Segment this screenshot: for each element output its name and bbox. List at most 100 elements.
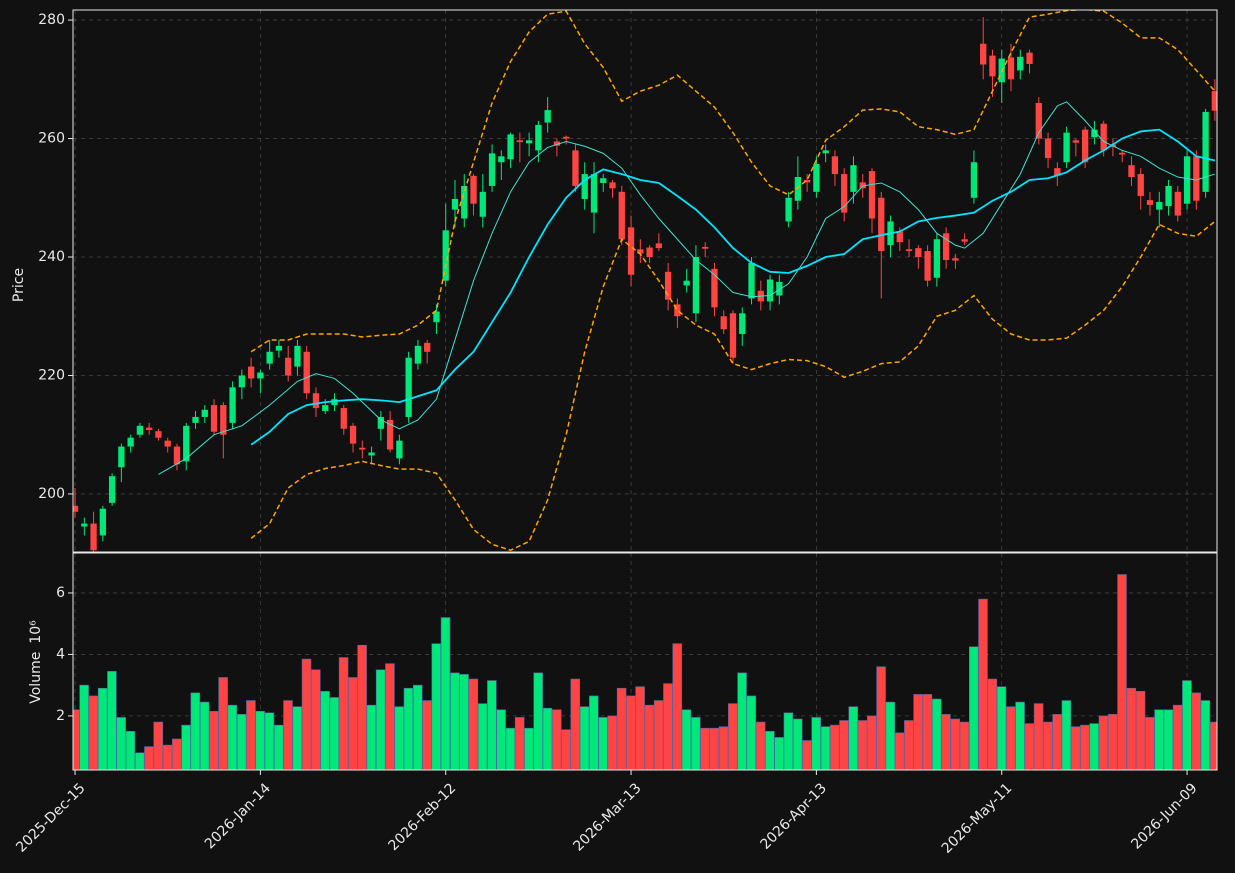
indicator-line: [250, 10, 1216, 353]
candle-body: [618, 191, 625, 240]
candle-body: [424, 342, 431, 352]
y-tick-label: 4: [56, 646, 65, 662]
volume-bar: [737, 672, 747, 770]
candle-body: [905, 249, 913, 252]
volume-bar: [913, 694, 923, 770]
candle-body: [776, 281, 783, 296]
volume-bar: [385, 663, 395, 770]
volume-bar: [255, 710, 265, 770]
volume-bar: [542, 707, 553, 770]
volume-bar: [653, 700, 664, 770]
candle-body: [553, 141, 561, 146]
candle-body: [183, 425, 190, 462]
candle-body: [386, 419, 394, 450]
volume-bar: [357, 644, 367, 770]
y-tick-label: 260: [38, 131, 65, 147]
volume-bar: [246, 700, 256, 770]
candle-body: [1137, 174, 1144, 196]
volume-bar: [904, 720, 914, 770]
candle-body: [285, 357, 292, 376]
indicator-line: [250, 220, 1216, 552]
volume-bar: [1117, 574, 1127, 770]
volume-bar: [292, 706, 303, 770]
candle-body: [655, 243, 663, 249]
candle-body: [1119, 152, 1126, 155]
volume-bar: [301, 658, 312, 770]
volume-bar: [1163, 709, 1174, 770]
volume-bar: [477, 703, 488, 770]
candle-body: [1193, 156, 1200, 201]
candle-body: [803, 180, 811, 183]
candle-body: [794, 177, 802, 201]
y-tick-label: 2: [56, 708, 65, 724]
candle-body: [1035, 102, 1042, 139]
volume-label: Volume: [28, 652, 44, 704]
candle-body: [702, 246, 709, 249]
candle-body: [544, 110, 551, 123]
volume-bar: [663, 683, 673, 770]
candle-body: [1091, 129, 1098, 138]
volume-bar: [783, 712, 794, 770]
volume-bar: [236, 714, 247, 770]
volume-bar: [681, 709, 692, 770]
volume-bar: [1043, 721, 1053, 770]
volume-bar: [311, 669, 321, 770]
volume-bar: [1080, 724, 1090, 770]
volume-bar: [1172, 704, 1183, 770]
candle-body: [989, 55, 996, 77]
volume-bar: [348, 677, 358, 770]
volume-bar: [320, 691, 330, 770]
candle-body: [711, 268, 718, 308]
volume-bar: [431, 643, 442, 770]
candle-body: [915, 248, 922, 258]
volume-bar: [450, 672, 460, 770]
volume-bar: [765, 730, 775, 770]
volume-bar: [1033, 703, 1044, 770]
candle-body: [729, 313, 737, 358]
candle-body: [516, 140, 524, 143]
volume-bar: [746, 695, 757, 770]
candle-body: [451, 198, 459, 210]
volume-bar: [1052, 714, 1062, 770]
candle-body: [414, 345, 422, 364]
volume-bar: [162, 744, 173, 770]
volume-bar: [848, 706, 859, 770]
volume-bar: [190, 692, 201, 770]
candle-body: [303, 351, 310, 394]
candle-body: [81, 523, 88, 527]
candle-body: [1081, 129, 1089, 163]
candle-body: [813, 164, 820, 192]
y-tick-label: 200: [38, 486, 65, 502]
volume-bar: [125, 730, 136, 770]
volume-bar: [950, 718, 960, 770]
candle-body: [942, 233, 950, 260]
candle-body: [1063, 132, 1070, 163]
candle-body: [952, 258, 959, 261]
candle-body: [73, 505, 79, 512]
candle-body: [108, 476, 116, 503]
volume-bar: [644, 704, 655, 770]
volume-bar: [876, 666, 886, 770]
candle-body: [933, 239, 941, 278]
candle-body: [238, 375, 245, 388]
volume-bar: [996, 686, 1007, 770]
candle-body: [1026, 52, 1033, 64]
candle-body: [479, 191, 486, 217]
candle-body: [498, 156, 505, 163]
candle-body: [1100, 123, 1107, 151]
candle-body: [349, 425, 357, 444]
volume-bar: [181, 724, 191, 770]
volume-bar: [1089, 723, 1099, 770]
candle-body: [368, 452, 375, 456]
candle-body: [396, 440, 403, 459]
candle-body: [970, 162, 978, 198]
volume-bar: [672, 643, 682, 770]
candle-body: [822, 150, 829, 154]
candle-body: [1054, 168, 1061, 176]
volume-bar: [589, 695, 599, 770]
volume-bar: [607, 715, 618, 770]
volume-bar: [533, 672, 543, 770]
volume-bar: [978, 598, 988, 770]
volume-bar: [459, 674, 469, 770]
